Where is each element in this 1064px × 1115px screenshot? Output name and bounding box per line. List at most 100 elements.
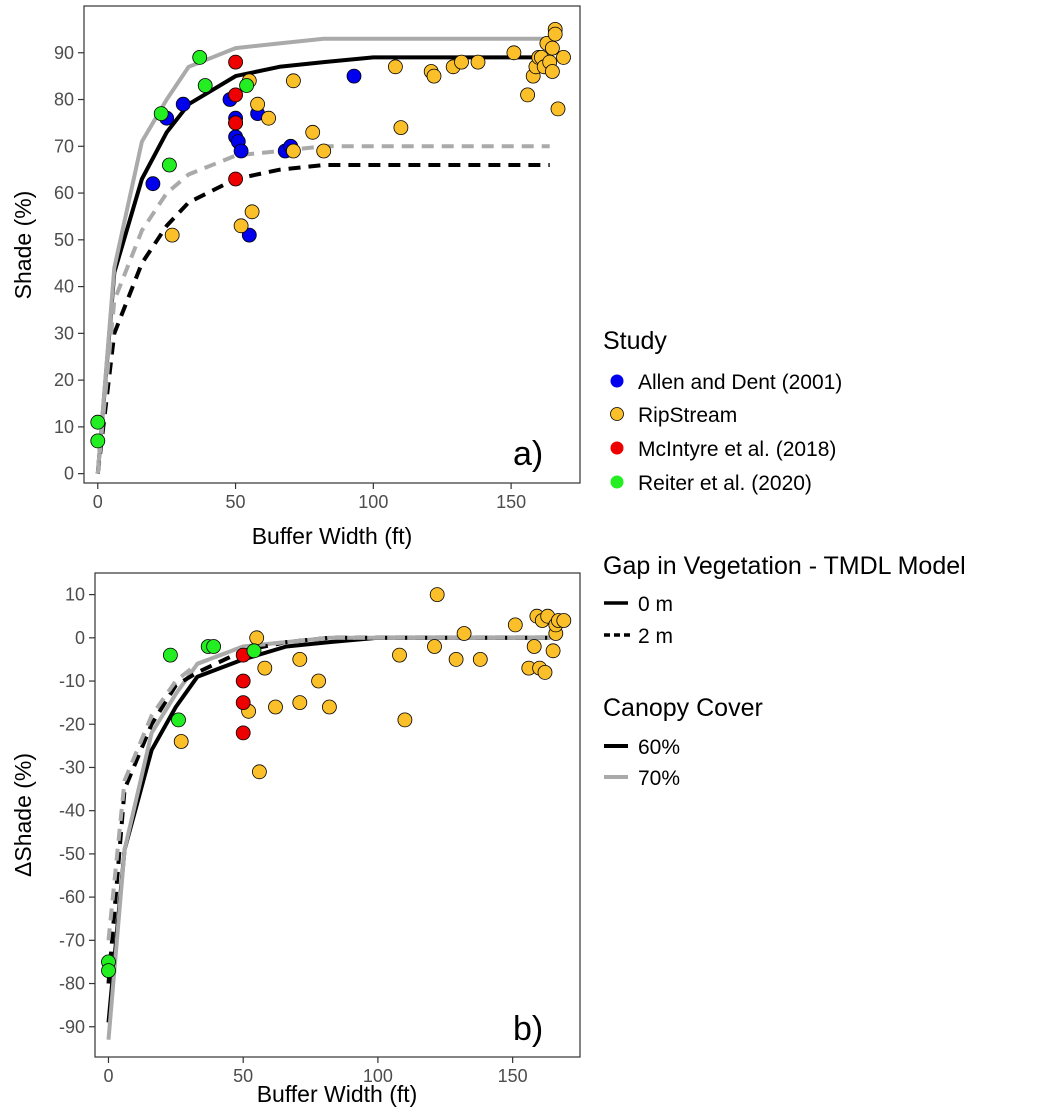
data-point xyxy=(249,630,265,646)
data-point xyxy=(285,143,301,159)
data-point xyxy=(164,227,180,243)
legend-gap-entry: 0 m xyxy=(604,593,673,616)
data-point xyxy=(261,110,277,126)
y-tick-label: -10 xyxy=(59,671,85,691)
data-point xyxy=(545,64,560,79)
data-point xyxy=(268,699,283,715)
legend-study-entry: Allen and Dent (2001) xyxy=(610,371,842,394)
legend-study-label: RipStream xyxy=(638,404,737,427)
x-tick-label: 50 xyxy=(233,1066,253,1086)
data-point xyxy=(448,652,464,667)
data-point xyxy=(162,647,178,663)
data-point xyxy=(454,54,469,70)
data-point xyxy=(472,652,488,667)
x-tick-label: 0 xyxy=(103,1066,113,1086)
y-tick-label: 10 xyxy=(65,585,85,605)
legend-study-title: Study xyxy=(603,327,667,355)
legend-study-swatch xyxy=(610,374,624,388)
panel-a-model-lines xyxy=(95,36,550,474)
data-point xyxy=(506,45,522,61)
data-point xyxy=(550,101,566,117)
y-tick-label: 70 xyxy=(54,136,74,156)
legend-canopy-label: 60% xyxy=(638,736,680,759)
data-point xyxy=(316,143,332,159)
data-point xyxy=(537,665,553,680)
legend-gap-label: 2 m xyxy=(638,625,673,648)
y-tick-label: -30 xyxy=(59,757,85,777)
data-point xyxy=(153,106,169,121)
model-line-2m-60pct xyxy=(106,635,551,984)
data-point xyxy=(346,68,362,84)
data-point xyxy=(427,639,442,654)
data-point xyxy=(228,87,244,103)
y-tick-label: 90 xyxy=(54,43,74,63)
y-tick-label: -20 xyxy=(59,714,85,734)
legend-study-entry: McIntyre et al. (2018) xyxy=(610,438,836,461)
y-tick-label: 0 xyxy=(75,628,85,648)
data-point xyxy=(173,734,189,749)
panel-b: 0 50 100 150100-10-20-30-40-50-60-70-80-90 … xyxy=(10,572,581,1107)
panel-a-y-axis-title: Shade (%) xyxy=(10,191,36,300)
data-point xyxy=(311,673,327,689)
data-point xyxy=(101,963,116,978)
data-point xyxy=(197,78,213,93)
panel-b-label: b) xyxy=(513,1010,543,1048)
data-point xyxy=(246,643,262,659)
x-tick-label: 150 xyxy=(498,1066,528,1086)
data-point xyxy=(392,647,407,663)
data-point xyxy=(90,433,106,449)
data-point xyxy=(387,59,403,75)
model-line-0m-70pct xyxy=(95,36,550,474)
y-tick-label: 60 xyxy=(54,183,74,203)
y-tick-label: -60 xyxy=(59,887,85,907)
y-tick-label: 10 xyxy=(54,417,74,437)
y-tick-label: 20 xyxy=(54,370,74,390)
x-tick-label: 150 xyxy=(496,492,526,512)
data-point xyxy=(235,673,251,689)
data-point xyxy=(292,652,308,667)
y-tick-label: -90 xyxy=(59,1017,85,1037)
legend-study-swatch xyxy=(610,441,624,455)
data-point xyxy=(192,50,208,65)
legend-study-label: Allen and Dent (2001) xyxy=(638,371,842,394)
data-point xyxy=(556,613,572,628)
panel-b-model-lines xyxy=(106,635,551,1040)
legend-canopy-entry: 70% xyxy=(604,767,680,790)
panel-b-x-axis-title: Buffer Width (ft) xyxy=(257,1081,418,1107)
legend-gap-title: Gap in Vegetation - TMDL Model xyxy=(603,552,966,580)
legend-study-entry: RipStream xyxy=(610,404,737,427)
data-point xyxy=(233,143,249,159)
data-point xyxy=(251,764,267,780)
x-tick-label: 100 xyxy=(363,1066,393,1086)
panel-a-ticks: 0 50 100 150 0 10 20 30 40 50 60 70 80 90 xyxy=(54,43,526,512)
x-tick-label: 0 xyxy=(93,492,103,512)
legend-study-swatch xyxy=(610,407,624,421)
x-tick-label: 50 xyxy=(226,492,246,512)
model-line-2m-70pct xyxy=(106,635,551,941)
data-point xyxy=(228,54,244,70)
x-tick-label: 100 xyxy=(358,492,388,512)
data-point xyxy=(397,712,413,728)
data-point xyxy=(233,218,249,234)
legend-canopy-title: Canopy Cover xyxy=(603,694,763,722)
panel-a: 0 50 100 150 0 10 20 30 40 50 60 70 80 90 a) Buffer W… xyxy=(10,5,581,549)
data-point xyxy=(545,40,560,56)
data-point xyxy=(235,725,251,741)
y-tick-label: 50 xyxy=(54,230,74,250)
panel-b-plot-border xyxy=(94,572,581,1058)
legend-canopy-label: 70% xyxy=(638,767,680,790)
y-tick-label: 30 xyxy=(54,323,74,343)
data-point xyxy=(244,204,260,220)
data-point xyxy=(429,587,445,602)
data-point xyxy=(545,643,561,659)
data-point xyxy=(556,50,571,65)
model-line-2m-70pct xyxy=(95,144,550,474)
data-point xyxy=(470,54,486,70)
data-point xyxy=(171,712,186,728)
legend-study-entry: Reiter et al. (2020) xyxy=(610,472,812,495)
data-point xyxy=(235,695,251,710)
y-tick-label: 40 xyxy=(54,277,74,297)
data-point xyxy=(456,626,472,641)
data-point xyxy=(520,87,535,103)
